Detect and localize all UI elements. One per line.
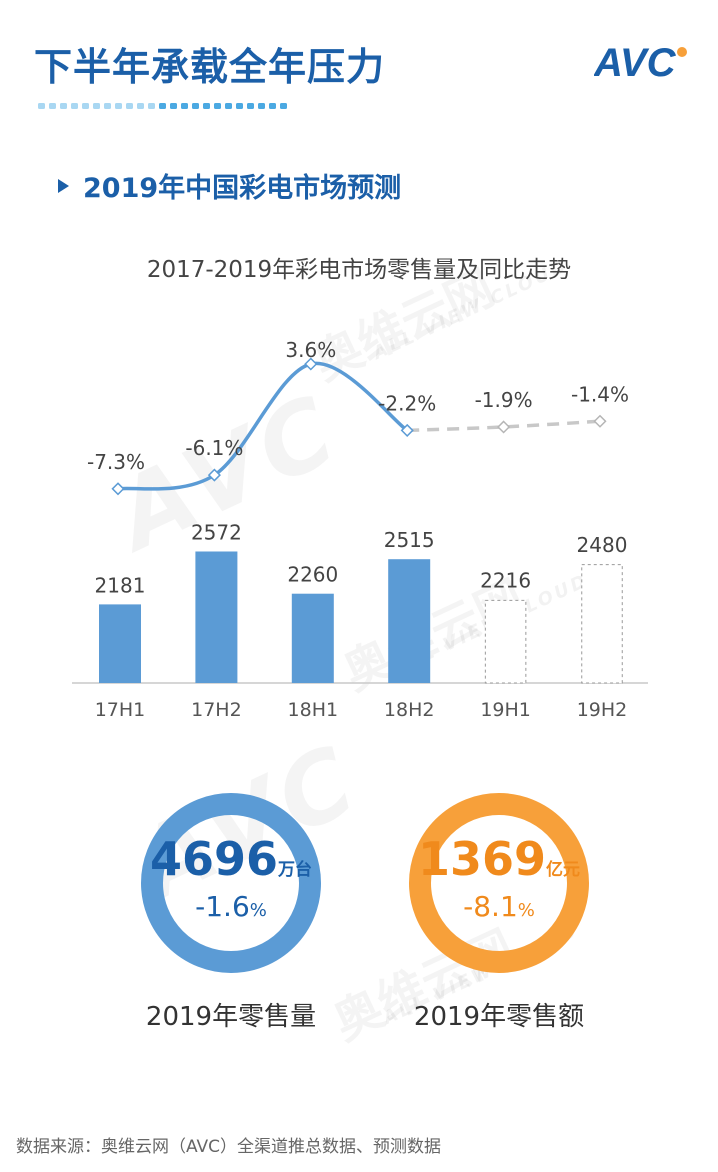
revenue-change-value: -8.1 <box>463 890 518 923</box>
revenue-change-sign: % <box>517 900 535 921</box>
revenue-number: 1369 <box>417 832 547 886</box>
yoy-label: -6.1% <box>185 436 243 460</box>
revenue-unit: 亿元 <box>546 860 581 880</box>
category-label: 18H1 <box>288 699 339 721</box>
bar-value-label: 2181 <box>95 573 146 597</box>
title-dash <box>115 103 122 109</box>
title-dash <box>104 103 111 109</box>
bar-19H1 <box>484 599 527 684</box>
bar-17H2 <box>195 551 238 683</box>
title-dash <box>49 103 56 109</box>
yoy-label: -1.9% <box>475 388 533 412</box>
revenue-ring: 1369亿元 -8.1% <box>404 788 594 978</box>
yoy-label: -7.3% <box>87 450 145 474</box>
section-heading: 2019年中国彩电市场预测 <box>58 166 401 205</box>
title-dash <box>225 103 232 109</box>
volume-caption: 2019年零售量 <box>145 1002 317 1032</box>
volume-value: 4696万台 <box>136 832 326 886</box>
title-dash <box>203 103 210 109</box>
title-dash <box>269 103 276 109</box>
title-dash <box>181 103 188 109</box>
volume-change: -1.6% <box>136 890 326 923</box>
triangle-bullet-icon <box>58 178 69 193</box>
volume-number: 4696 <box>149 832 279 886</box>
bar-18H2 <box>388 559 431 683</box>
chart-title: 2017-2019年彩电市场零售量及同比走势 <box>146 257 572 283</box>
revenue-ring-circle <box>409 793 589 973</box>
page-title: 下半年承载全年压力 <box>34 45 386 89</box>
bar-value-label: 2480 <box>577 533 628 557</box>
source-note: 数据来源：奥维云网（AVC）全渠道推总数据、预测数据 <box>16 1137 442 1157</box>
category-label: 18H2 <box>384 699 435 721</box>
title-dash <box>38 103 45 109</box>
bar-18H1 <box>291 593 334 683</box>
bar-17H1 <box>99 604 141 683</box>
title-dash <box>60 103 67 109</box>
yoy-marker-19H2 <box>593 414 607 428</box>
yoy-marker-17H2 <box>207 468 221 482</box>
title-dash <box>126 103 133 109</box>
revenue-change: -8.1% <box>404 890 594 923</box>
title-dash <box>71 103 78 109</box>
title-dash <box>148 103 155 109</box>
title-dash <box>247 103 254 109</box>
revenue-value: 1369亿元 <box>404 832 594 886</box>
title-dash <box>93 103 100 109</box>
revenue-ring-shape <box>409 793 589 973</box>
volume-ring-shape <box>141 793 321 973</box>
volume-ring-circle <box>141 793 321 973</box>
revenue-caption: 2019年零售额 <box>413 1002 585 1032</box>
logo-dot-icon <box>677 47 687 57</box>
category-label: 17H2 <box>191 699 242 721</box>
yoy-marker-18H1 <box>304 357 318 371</box>
bar-value-label: 2515 <box>384 528 435 552</box>
volume-unit: 万台 <box>278 860 313 880</box>
category-label: 19H2 <box>577 699 628 721</box>
title-dash <box>236 103 243 109</box>
title-dash <box>170 103 177 109</box>
yoy-label: -1.4% <box>571 382 629 406</box>
logo-text: AVC <box>594 41 677 85</box>
title-dash <box>159 103 166 109</box>
title-dash <box>192 103 199 109</box>
yoy-marker-17H1 <box>111 482 125 496</box>
volume-change-value: -1.6 <box>195 890 250 923</box>
title-underline-dashes <box>38 103 287 109</box>
bar-19H2 <box>581 564 623 684</box>
category-label: 19H1 <box>480 699 531 721</box>
bar-value-label: 2572 <box>191 520 242 544</box>
yoy-label: 3.6% <box>285 338 336 362</box>
section-title: 2019年中国彩电市场预测 <box>83 173 402 204</box>
title-dash <box>82 103 89 109</box>
yoy-label: -2.2% <box>378 391 436 415</box>
bar-value-label: 2260 <box>287 563 338 587</box>
title-dash <box>214 103 221 109</box>
bar-value-label: 2216 <box>480 569 531 593</box>
yoy-line-actual <box>116 361 409 491</box>
category-label: 17H1 <box>95 699 146 721</box>
yoy-line-forecast <box>407 419 601 433</box>
volume-change-sign: % <box>249 900 267 921</box>
title-dash <box>137 103 144 109</box>
yoy-marker-19H1 <box>497 420 511 434</box>
yoy-marker-18H2 <box>400 423 414 437</box>
title-dash <box>280 103 287 109</box>
volume-ring: 4696万台 -1.6% <box>136 788 326 978</box>
avc-logo: AVC <box>594 41 687 85</box>
title-dash <box>258 103 265 109</box>
